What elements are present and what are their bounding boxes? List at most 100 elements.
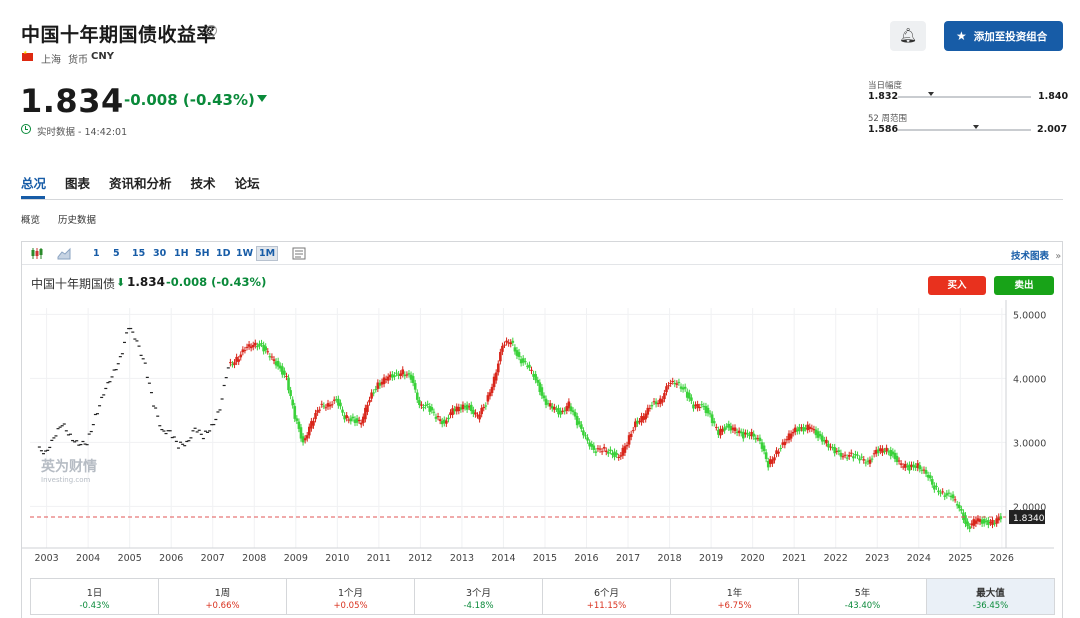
candle-body: [405, 374, 409, 376]
candle-body: [793, 427, 797, 433]
candle-body: [852, 456, 855, 459]
candle-body: [808, 426, 812, 430]
candle-body: [827, 443, 830, 448]
area-chart-icon[interactable]: [57, 247, 71, 260]
perf-cell[interactable]: 1个月 +0.05%: [287, 579, 415, 614]
candle-body: [594, 451, 598, 453]
candle-body: [332, 399, 336, 401]
interval-30[interactable]: 30: [153, 248, 167, 259]
tab-2[interactable]: 资讯和分析: [109, 176, 172, 191]
candle-body: [754, 437, 758, 440]
perf-period: 6个月: [593, 588, 620, 599]
candle-body: [943, 495, 947, 497]
candle-body: [499, 351, 502, 362]
tab-1[interactable]: 图表: [65, 176, 91, 191]
sell-button[interactable]: 卖出: [994, 276, 1054, 295]
perf-cell[interactable]: 1年 +6.75%: [671, 579, 799, 614]
candle-body: [380, 381, 384, 385]
interval-1M[interactable]: 1M: [256, 246, 279, 261]
candle-body: [577, 421, 581, 425]
candle-body: [615, 453, 618, 455]
candle-body: [785, 439, 789, 441]
perf-cell[interactable]: 1日 -0.43%: [31, 579, 159, 614]
x-tick-label: 2020: [741, 553, 765, 564]
candle-body: [737, 430, 741, 434]
candle-body: [480, 407, 483, 415]
add-to-portfolio-button[interactable]: ★ 添加至投资组合: [944, 21, 1063, 51]
perf-cell[interactable]: 3个月 -4.18%: [415, 579, 543, 614]
interval-5H[interactable]: 5H: [195, 248, 210, 259]
interval-5[interactable]: 5: [113, 248, 120, 259]
candle-body: [455, 406, 459, 412]
perf-cell[interactable]: 最大值 -36.45%: [927, 579, 1054, 614]
candle-body: [802, 427, 805, 432]
perf-period: 1个月: [337, 588, 364, 599]
candle-body: [887, 451, 890, 453]
indicators-icon[interactable]: [292, 247, 306, 260]
candle-body: [968, 526, 971, 529]
tab-3[interactable]: 技术: [190, 176, 216, 191]
candle-body: [629, 433, 633, 438]
candle-body: [613, 451, 616, 458]
candle-body: [634, 421, 637, 428]
price-chart[interactable]: 2003 2004 2005 2006 2007 2008 2009 2010 2011 2012…: [22, 300, 1054, 570]
candle-body: [526, 365, 529, 367]
candle-body: [550, 406, 554, 409]
subtab-1[interactable]: 历史数据: [58, 215, 97, 226]
tab-4[interactable]: 论坛: [234, 176, 260, 191]
candle-body: [515, 350, 519, 356]
candle-body: [916, 463, 920, 468]
candle-body: [957, 505, 961, 509]
candle-body: [725, 426, 728, 428]
interval-1[interactable]: 1: [93, 248, 100, 259]
candle-body: [642, 416, 645, 420]
candle-body: [484, 405, 488, 407]
currency-label: 货币: [68, 55, 88, 66]
candle-body: [415, 392, 419, 400]
candle-body: [308, 426, 311, 436]
candle-body: [964, 515, 967, 524]
y-tick-label: 2.0000: [1013, 502, 1046, 513]
candle-body: [563, 410, 567, 412]
chart-instrument-name: 中国十年期国债: [31, 277, 116, 291]
alert-button[interactable]: 🔔︎: [890, 21, 926, 51]
candle-body: [719, 428, 722, 436]
perf-value: +6.75%: [717, 601, 752, 611]
candle-body: [372, 392, 375, 394]
interval-1H[interactable]: 1H: [174, 248, 189, 259]
candle-body: [980, 519, 984, 524]
perf-cell[interactable]: 1周 +0.66%: [159, 579, 287, 614]
info-icon[interactable]: i: [206, 25, 217, 36]
candle-body: [739, 431, 743, 434]
candle-body: [631, 430, 635, 432]
candle-body: [735, 431, 739, 433]
candle-body: [391, 374, 394, 378]
x-tick-label: 2005: [118, 553, 142, 564]
candle-body: [984, 520, 988, 522]
tech-chart-link[interactable]: 技术图表 »: [1011, 248, 1061, 262]
candle-body: [663, 393, 666, 400]
last-price: 1.834: [20, 82, 124, 120]
candle-body: [399, 373, 402, 376]
candle-body: [619, 455, 623, 457]
candle-body: [519, 359, 523, 364]
interval-15[interactable]: 15: [132, 248, 146, 259]
subtab-0[interactable]: 概览: [21, 215, 41, 226]
candle-body: [787, 433, 791, 441]
candle-body: [268, 356, 272, 358]
perf-cell[interactable]: 5年 -43.40%: [799, 579, 927, 614]
interval-1D[interactable]: 1D: [216, 248, 231, 259]
perf-cell[interactable]: 6个月 +11.15%: [543, 579, 671, 614]
tab-0[interactable]: 总况: [21, 176, 47, 191]
candlestick-icon[interactable]: [30, 247, 44, 260]
candle-body: [665, 386, 668, 393]
candle-body: [293, 406, 297, 419]
candle-body: [652, 401, 656, 403]
buy-button[interactable]: 买入: [928, 276, 986, 295]
candle-body: [760, 442, 764, 449]
interval-1W[interactable]: 1W: [236, 248, 254, 259]
perf-value: +0.05%: [333, 601, 368, 611]
candle-body: [889, 450, 893, 457]
watermark-cn: 英为财情: [41, 459, 97, 475]
candle-body: [378, 383, 382, 386]
